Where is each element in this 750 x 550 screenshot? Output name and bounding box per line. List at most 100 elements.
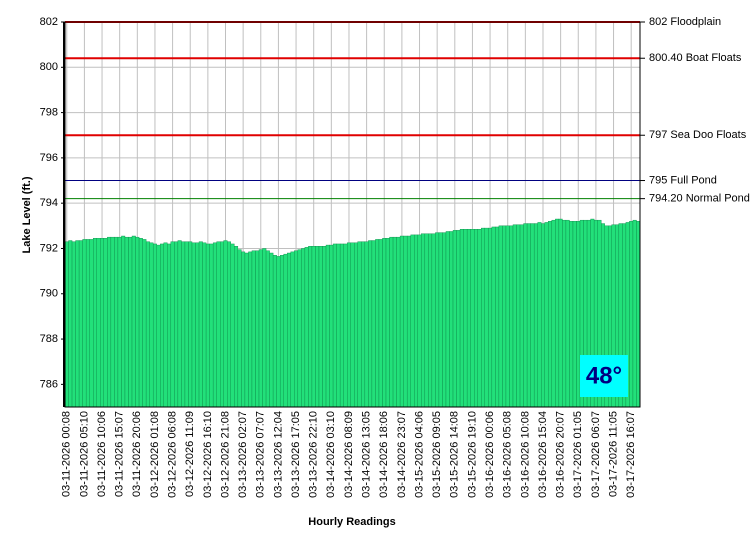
y-axis-title: Lake Level (ft.) (21, 176, 33, 253)
y-tick-label: 786 (40, 378, 58, 390)
bar (357, 241, 362, 408)
bar (396, 236, 401, 408)
bar (361, 241, 366, 408)
bar (389, 236, 394, 408)
bar (491, 226, 496, 408)
bar (75, 240, 80, 408)
bar (128, 236, 133, 408)
x-tick-label: 03-13-2026 07:07 (255, 411, 267, 498)
x-tick-label: 03-14-2026 13:05 (361, 411, 373, 498)
bar (533, 223, 538, 408)
bar (414, 234, 418, 408)
bar (375, 239, 380, 408)
bar (121, 235, 126, 408)
bar (421, 233, 426, 408)
bar (223, 240, 228, 408)
bar (188, 241, 193, 408)
bar (93, 238, 97, 408)
x-tick-label: 03-13-2026 12:04 (272, 411, 284, 498)
bar (195, 242, 200, 408)
bar (565, 219, 570, 408)
bar (181, 241, 186, 408)
x-tick-label: 03-12-2026 11:09 (184, 411, 196, 497)
bar (145, 241, 150, 408)
x-tick-label: 03-16-2026 00:06 (484, 411, 496, 498)
bar (403, 235, 408, 408)
bar (505, 225, 510, 408)
bar (287, 252, 291, 408)
bar (167, 243, 172, 408)
bar (459, 229, 464, 408)
x-tick-label: 03-14-2026 03:10 (325, 411, 337, 498)
x-tick-label: 03-13-2026 02:07 (237, 411, 249, 498)
x-tick-label: 03-14-2026 08:09 (343, 411, 355, 498)
bar (177, 240, 182, 408)
bar (191, 242, 196, 408)
bar (64, 241, 69, 408)
bar (572, 221, 577, 408)
y-tick-label: 800 (40, 61, 58, 73)
bar (110, 236, 115, 408)
x-tick-label: 03-12-2026 21:08 (219, 411, 231, 498)
bar (343, 243, 348, 408)
bar (406, 235, 411, 408)
bar (548, 221, 553, 408)
bar (100, 238, 105, 408)
bar (555, 218, 560, 408)
bar (103, 238, 108, 408)
bar (392, 236, 397, 408)
bar (495, 226, 500, 408)
bar (385, 238, 390, 408)
temperature-badge (580, 355, 628, 397)
bar (279, 255, 284, 408)
x-tick-label: 03-16-2026 20:07 (555, 411, 567, 498)
y-tick-label: 790 (40, 288, 58, 300)
reference-label: 794.20 Normal Pond (649, 193, 750, 205)
bar (220, 241, 224, 408)
bar (251, 250, 256, 408)
y-tick-label: 796 (40, 152, 58, 164)
bar (142, 239, 147, 408)
bar (509, 225, 514, 408)
bar (541, 223, 545, 408)
bar (85, 239, 90, 408)
bar (339, 243, 344, 408)
y-tick-label: 798 (40, 106, 58, 118)
bar (329, 244, 334, 408)
x-tick-label: 03-11-2026 05:10 (78, 411, 90, 497)
bar (107, 236, 112, 408)
bar (205, 243, 210, 408)
bar (336, 243, 341, 408)
x-tick-label: 03-16-2026 10:08 (519, 411, 531, 498)
bar (488, 227, 493, 408)
x-tick-label: 03-15-2026 19:10 (466, 411, 478, 498)
bar (163, 242, 168, 408)
x-tick-label: 03-17-2026 11:05 (607, 411, 619, 497)
bar (558, 218, 563, 408)
bar (484, 227, 489, 408)
bar (272, 255, 277, 408)
x-tick-label: 03-16-2026 05:08 (502, 411, 514, 498)
x-tick-label: 03-11-2026 10:06 (96, 411, 108, 497)
x-tick-label: 03-11-2026 00:08 (61, 411, 73, 497)
x-tick-label: 03-15-2026 14:08 (449, 411, 461, 498)
bar (438, 232, 443, 408)
bar (325, 244, 330, 408)
x-tick-label: 03-15-2026 09:05 (431, 411, 443, 498)
bar (138, 238, 143, 408)
bar (160, 243, 164, 408)
bar (463, 229, 468, 408)
bar (304, 247, 309, 408)
y-tick-label: 802 (40, 16, 58, 28)
reference-label: 797 Sea Doo Floats (649, 129, 747, 141)
x-tick-label: 03-17-2026 16:07 (625, 411, 637, 498)
bar (519, 224, 524, 408)
x-tick-label: 03-17-2026 06:07 (590, 411, 602, 498)
bar (452, 230, 457, 408)
bar (410, 234, 415, 408)
bar (244, 252, 249, 408)
bar (431, 233, 436, 408)
bar (466, 229, 471, 408)
x-tick-label: 03-12-2026 16:10 (202, 411, 214, 498)
bar (417, 234, 422, 408)
